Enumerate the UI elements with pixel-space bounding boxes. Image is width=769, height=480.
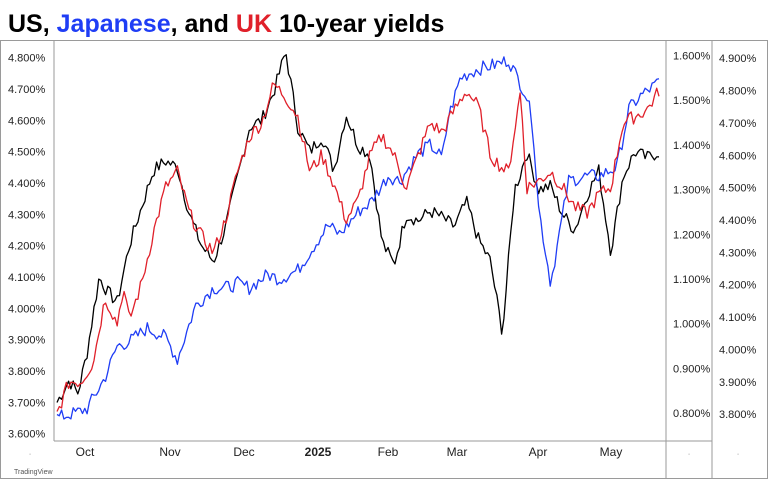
right-axis-marker: · xyxy=(737,451,739,458)
middle-axis-tick-label: 1.300% xyxy=(673,185,711,197)
left-axis-tick-label: 4.200% xyxy=(8,241,46,253)
left-axis-tick-label: 4.100% xyxy=(8,272,46,284)
title-part-us: US xyxy=(8,10,43,38)
right-axis-tick-label: 4.000% xyxy=(719,344,757,356)
middle-axis-tick-label: 1.500% xyxy=(673,95,711,107)
right-axis-tick-label: 4.700% xyxy=(719,118,757,130)
right-axis-tick-label: 4.500% xyxy=(719,183,757,195)
left-axis-tick-label: 4.400% xyxy=(8,178,46,190)
x-axis-tick-label: Nov xyxy=(159,445,180,459)
right-axis-tick-label: 4.800% xyxy=(719,86,757,98)
chart-frame xyxy=(0,40,768,479)
middle-axis-tick-label: 0.900% xyxy=(673,363,711,375)
x-axis-tick-label: Apr xyxy=(529,445,548,459)
x-axis-marker: · xyxy=(29,451,31,458)
chart-title: US, Japanese, and UK 10-year yields xyxy=(8,4,444,44)
middle-axis-tick-label: 1.400% xyxy=(673,140,711,152)
tradingview-watermark: TradingView xyxy=(14,469,53,476)
title-part-uk: UK xyxy=(235,10,273,38)
left-axis-tick-label: 4.300% xyxy=(8,209,46,221)
right-axis-tick-label: 3.800% xyxy=(719,409,757,421)
right-axis-tick-label: 3.900% xyxy=(719,377,757,389)
right-axis-tick-label: 4.300% xyxy=(719,247,757,259)
series-line-2 xyxy=(56,82,660,412)
middle-axis-tick-label: 1.200% xyxy=(673,229,711,241)
title-part-and: , and xyxy=(170,10,236,38)
left-axis-tick-label: 3.700% xyxy=(8,397,46,409)
left-axis-tick-label: 4.800% xyxy=(8,53,46,65)
x-axis-tick-label: 2025 xyxy=(305,445,332,459)
title-part-rest: 10-year yields xyxy=(272,10,445,38)
series-line-0 xyxy=(56,54,660,403)
x-axis-tick-label: Feb xyxy=(378,445,399,459)
middle-axis-tick-label: 0.800% xyxy=(673,408,711,420)
right-axis-tick-label: 4.400% xyxy=(719,215,757,227)
x-axis-tick-label: Dec xyxy=(233,445,254,459)
left-axis-tick-label: 4.700% xyxy=(8,84,46,96)
title-part-japanese: Japanese xyxy=(56,10,171,38)
series-line-1 xyxy=(56,56,660,420)
right-axis-tick-label: 4.900% xyxy=(719,53,757,65)
x-axis-tick-label: May xyxy=(600,445,623,459)
middle-axis-tick-label: 1.000% xyxy=(673,319,711,331)
x-axis-tick-label: Mar xyxy=(447,445,468,459)
left-axis-tick-label: 3.800% xyxy=(8,366,46,378)
right-axis-tick-label: 4.200% xyxy=(719,280,757,292)
left-axis-tick-label: 3.600% xyxy=(8,429,46,441)
middle-axis-tick-label: 1.100% xyxy=(673,274,711,286)
left-axis-tick-label: 4.000% xyxy=(8,303,46,315)
title-part-comma: , xyxy=(42,10,57,38)
right-axis-tick-label: 4.100% xyxy=(719,312,757,324)
middle-axis-marker: · xyxy=(688,451,690,458)
x-axis-tick-label: Oct xyxy=(76,445,95,459)
left-axis-tick-label: 4.500% xyxy=(8,147,46,159)
right-axis-tick-label: 4.600% xyxy=(719,150,757,162)
middle-axis-tick-label: 1.600% xyxy=(673,50,711,62)
left-axis-tick-label: 4.600% xyxy=(8,115,46,127)
left-axis-tick-label: 3.900% xyxy=(8,335,46,347)
